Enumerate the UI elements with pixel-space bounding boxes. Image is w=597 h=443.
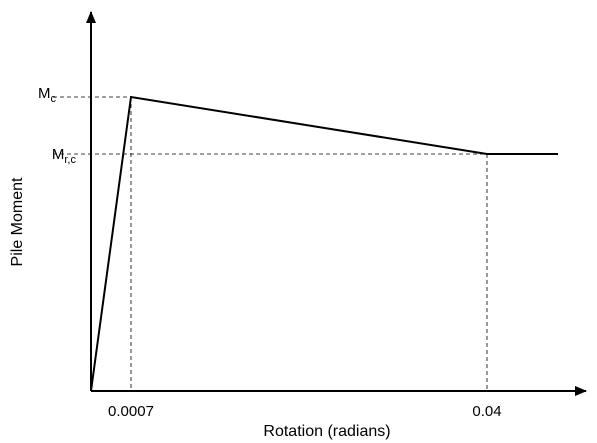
y-tick-label-mc: Mc — [38, 85, 57, 105]
y-axis-title: Pile Moment — [9, 177, 26, 266]
x-tick-label-0-04: 0.04 — [472, 403, 501, 420]
x-tick-label-0-0007: 0.0007 — [108, 403, 154, 420]
moment-rotation-curve — [90, 95, 558, 392]
x-axis-title: Rotation (radians) — [263, 423, 390, 440]
y-tick-label-mrc: Mr,c — [52, 146, 77, 166]
